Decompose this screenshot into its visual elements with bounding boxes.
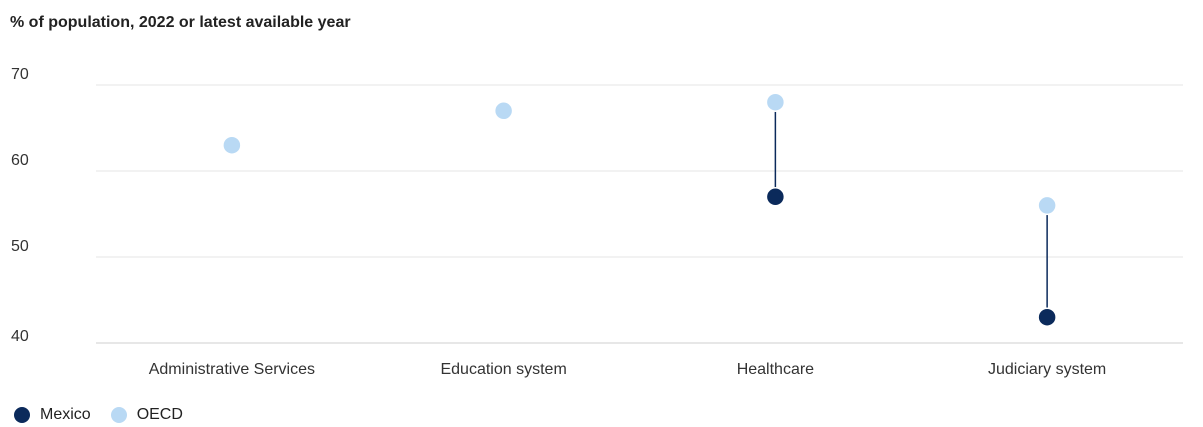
y-tick-label: 70 [11,66,29,83]
x-tick-label: Education system [440,361,566,378]
legend-swatch-oecd [110,407,127,423]
data-point-oecd [493,101,514,121]
x-tick-label: Judiciary system [988,361,1106,378]
x-tick-label: Healthcare [737,361,814,378]
legend-item-oecd[interactable]: OECD [110,406,183,424]
data-point-oecd [765,92,786,112]
legend: Mexico OECD [14,406,197,424]
y-tick-label: 60 [11,152,29,169]
legend-swatch-mexico [14,407,30,423]
data-point-oecd [1037,195,1057,216]
dot-plot-chart: 40 50 60 70 Administrative Services Education… [11,66,1183,378]
chart-title: % of population, 2022 or latest availabl… [10,14,351,31]
legend-item-mexico[interactable]: Mexico [14,406,91,424]
data-point-mexico [765,187,786,207]
legend-label-oecd: OECD [136,406,183,423]
legend-label-mexico: Mexico [40,406,91,423]
y-tick-label: 40 [11,328,29,345]
x-tick-label: Administrative Services [149,361,315,378]
y-tick-label: 50 [11,238,29,255]
data-point-oecd [222,135,242,155]
data-point-mexico [1037,307,1057,327]
